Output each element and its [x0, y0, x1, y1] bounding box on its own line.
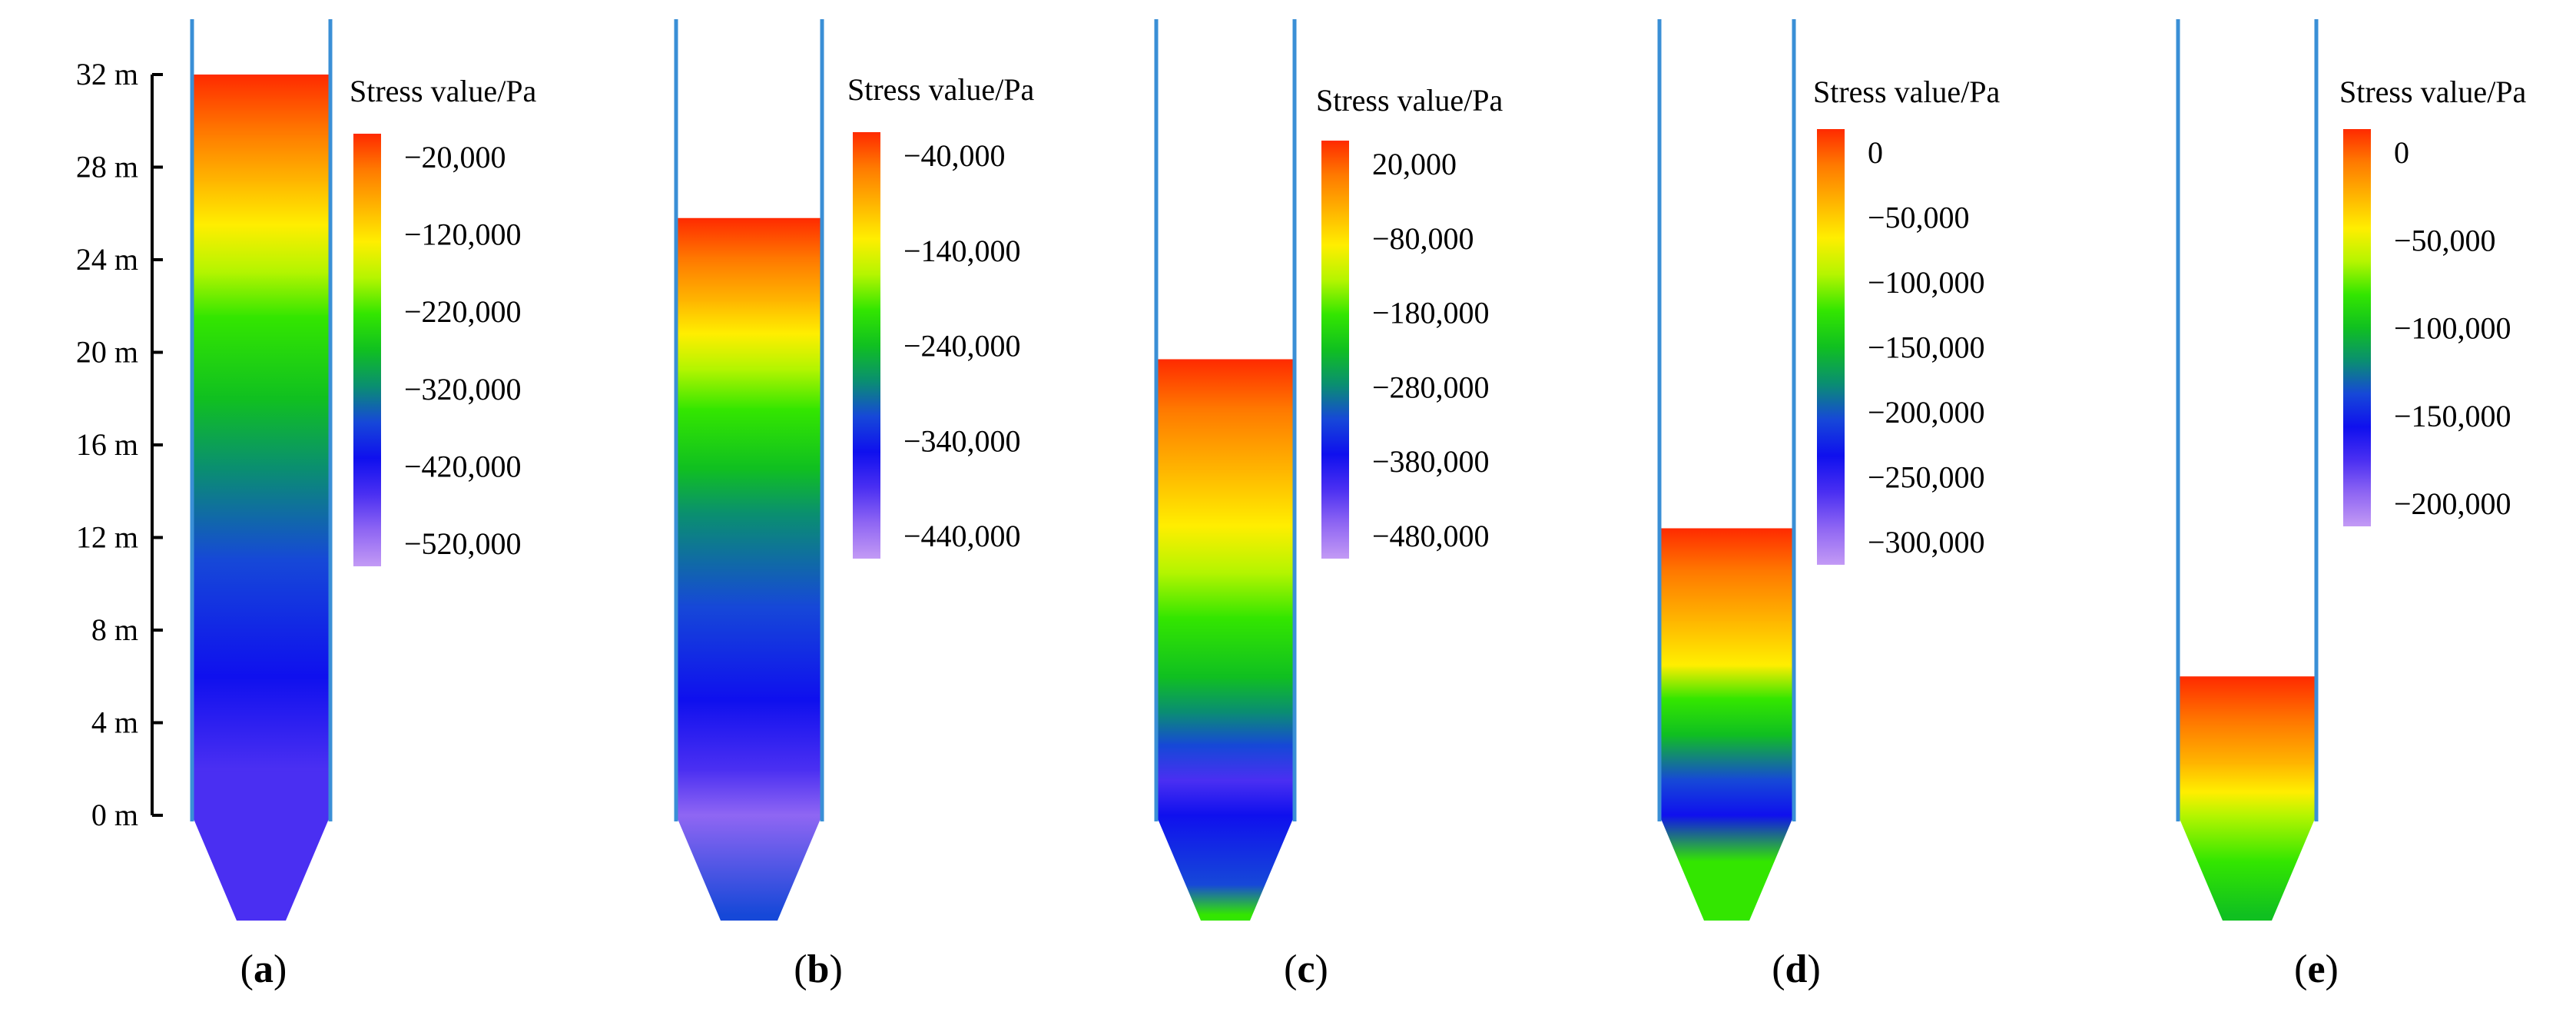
- panel-label: (a): [240, 947, 287, 991]
- colorbar: [853, 132, 880, 559]
- colorbar-tick-label: −340,000: [903, 423, 1021, 458]
- colorbar-tick-label: −300,000: [1868, 525, 1985, 559]
- stress-contour-fill: [1156, 359, 1295, 921]
- colorbar-title: Stress value/Pa: [1316, 83, 1503, 118]
- panel-d: Stress value/Pa 0 −50,000 −100,000 −150,000 −…: [1657, 19, 2001, 991]
- colorbar-tick-label: 20,000: [1372, 147, 1457, 181]
- colorbar: [1817, 129, 1845, 565]
- panel-c: Stress value/Pa 20,000 −80,000 −180,000 −280…: [1154, 19, 1503, 991]
- colorbar-title: Stress value/Pa: [350, 74, 537, 108]
- stress-contour-fill: [2178, 676, 2316, 921]
- stress-contour-fill: [1659, 528, 1794, 921]
- y-tick-label: 16 m: [76, 427, 138, 462]
- colorbar-tick-label: −100,000: [2394, 311, 2511, 346]
- panel-label: (c): [1284, 947, 1328, 991]
- colorbar-tick-label: 0: [2394, 135, 2409, 170]
- panel-label: (d): [1772, 947, 1821, 991]
- colorbar-tick-label: −440,000: [903, 519, 1021, 553]
- panel-e: Stress value/Pa 0 −50,000 −100,000 −150,000 −…: [2176, 19, 2527, 991]
- colorbar-tick-label: −250,000: [1868, 460, 1985, 495]
- panel-label: (e): [2294, 947, 2339, 991]
- colorbar: [1321, 141, 1349, 559]
- colorbar-tick-label: −150,000: [2394, 399, 2511, 433]
- stress-contour-fill: [676, 217, 822, 921]
- colorbar-tick-label: −150,000: [1868, 330, 1985, 365]
- colorbar-title: Stress value/Pa: [1813, 75, 2001, 109]
- stress-contour-fill: [192, 75, 330, 921]
- colorbar-tick-label: −20,000: [404, 140, 506, 174]
- height-axis: 32 m 28 m 24 m 20 m 16 m 12 m 8 m 4 m 0 m: [76, 57, 163, 832]
- colorbar-tick-label: −220,000: [404, 294, 522, 329]
- y-tick-label: 32 m: [76, 57, 138, 91]
- colorbar-title: Stress value/Pa: [2339, 75, 2527, 109]
- colorbar-tick-label: −100,000: [1868, 265, 1985, 300]
- y-tick-label: 20 m: [76, 335, 138, 370]
- colorbar: [2343, 129, 2371, 526]
- y-tick-label: 24 m: [76, 242, 138, 277]
- y-tick-label: 4 m: [91, 705, 138, 740]
- colorbar-tick-label: −320,000: [404, 372, 522, 406]
- y-tick-label: 8 m: [91, 612, 138, 647]
- colorbar-tick-label: −40,000: [903, 138, 1006, 173]
- colorbar-tick-label: −280,000: [1372, 370, 1490, 404]
- panel-label: (b): [794, 947, 843, 991]
- panel-a: Stress value/Pa −20,000 −120,000 −220,000 −3…: [190, 19, 537, 991]
- y-tick-label: 12 m: [76, 520, 138, 555]
- colorbar-tick-label: −240,000: [903, 329, 1021, 363]
- colorbar: [353, 134, 381, 566]
- colorbar-tick-label: −80,000: [1372, 221, 1474, 256]
- colorbar-tick-label: −380,000: [1372, 444, 1490, 479]
- y-tick-label: 0 m: [91, 798, 138, 832]
- colorbar-tick-label: −420,000: [404, 449, 522, 483]
- colorbar-tick-label: 0: [1868, 135, 1883, 170]
- colorbar-tick-label: −200,000: [1868, 395, 1985, 430]
- colorbar-tick-label: −180,000: [1372, 296, 1490, 330]
- panel-b: Stress value/Pa −40,000 −140,000 −240,000 −3…: [674, 19, 1035, 991]
- colorbar-tick-label: −520,000: [404, 526, 522, 561]
- colorbar-tick-label: −50,000: [2394, 223, 2496, 257]
- colorbar-tick-label: −140,000: [903, 234, 1021, 268]
- colorbar-tick-label: −200,000: [2394, 486, 2511, 521]
- y-tick-label: 28 m: [76, 150, 138, 184]
- colorbar-tick-label: −120,000: [404, 217, 522, 252]
- colorbar-title: Stress value/Pa: [847, 72, 1035, 107]
- colorbar-tick-label: −480,000: [1372, 519, 1490, 553]
- colorbar-tick-label: −50,000: [1868, 201, 1970, 235]
